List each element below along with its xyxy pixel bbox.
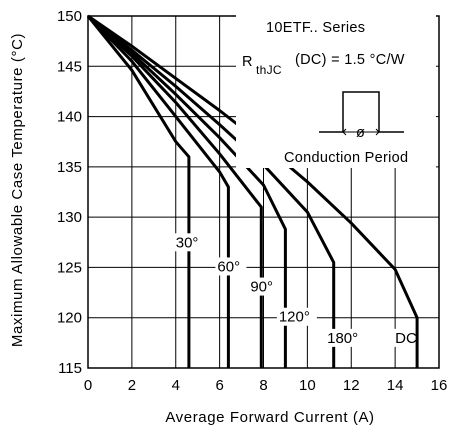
conduction-period-icon <box>319 91 404 136</box>
curve-label: 60° <box>217 258 240 275</box>
y-tick-label: 130 <box>57 209 82 226</box>
conduction-period-label: Conduction Period <box>284 150 408 166</box>
curve-label-background <box>393 328 416 347</box>
curve-label: 180° <box>327 330 358 347</box>
y-axis-title: Maximum Allowable Case Temperature (°C) <box>9 33 26 347</box>
x-tick-label: 8 <box>259 377 267 394</box>
y-tick-label: 115 <box>58 360 82 377</box>
curve-labels: 30° 60° 90° 120° 180° DC <box>173 233 417 347</box>
phi-symbol: ø <box>356 125 365 141</box>
curve-label-background <box>248 277 280 296</box>
curve-label-background <box>215 257 247 276</box>
curve-label-background <box>276 307 317 326</box>
x-tick-label: 16 <box>431 377 448 394</box>
rth-value: (DC) = 1.5 °C/W <box>295 52 405 68</box>
x-axis-title: Average Forward Current (A) <box>165 409 374 426</box>
x-tick-label: 4 <box>172 377 180 394</box>
x-tick-label: 0 <box>84 377 92 394</box>
curve-label: 90° <box>250 279 273 296</box>
y-tick-label: 125 <box>57 259 82 276</box>
curve-label-background <box>325 328 366 347</box>
axes: 0 2 4 6 8 10 12 14 16 115 120 125 130 135 140 145 150 <box>57 8 447 394</box>
y-tick-label: 150 <box>57 8 82 25</box>
y-tick-label: 135 <box>57 159 82 176</box>
curve-label: 30° <box>176 234 199 251</box>
y-tick-label: 145 <box>57 58 82 75</box>
y-tick-label: 120 <box>57 310 82 327</box>
x-tick-label: 14 <box>387 377 404 394</box>
series-line-60deg <box>86 14 230 368</box>
series-line-30deg <box>86 15 191 368</box>
rth-subscript: thJC <box>256 63 282 77</box>
curve-label: DC <box>395 330 417 347</box>
rth-symbol: R <box>242 54 253 70</box>
y-tick-label: 140 <box>57 109 82 126</box>
series-group <box>86 14 419 368</box>
x-tick-label: 6 <box>215 377 223 394</box>
curve-label: 120° <box>279 309 310 326</box>
x-tick-label: 10 <box>299 377 316 394</box>
x-tick-label: 12 <box>343 377 360 394</box>
series-line-90deg <box>86 14 263 368</box>
series-line-120deg <box>87 14 287 368</box>
series-name-annotation: 10ETF.. Series <box>266 20 365 36</box>
curve-label-background <box>173 233 205 252</box>
x-tick-label: 2 <box>128 377 136 394</box>
annotation-background <box>236 8 436 168</box>
